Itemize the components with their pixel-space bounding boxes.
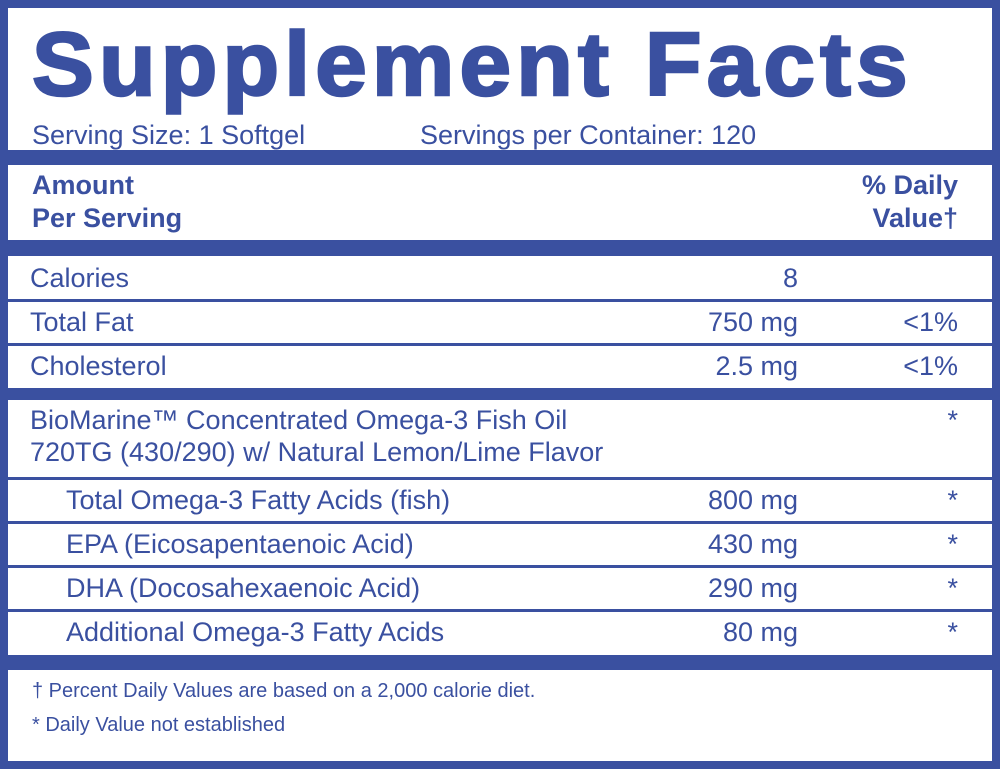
nutrient-row: Calories 8 (8, 258, 992, 299)
serving-size: Serving Size: 1 Softgel (32, 120, 306, 150)
nutrient-name: Total Fat (30, 307, 134, 337)
nutrient-amount: 8 (782, 263, 798, 293)
amount-header-line2: Per Serving (32, 203, 183, 233)
amount-header: Amount Per Serving (32, 169, 182, 235)
nutrient-daily-value: * (947, 485, 958, 515)
ingredient-dv: * (947, 405, 958, 435)
nutrient-daily-value: * (947, 529, 958, 559)
nutrient-row: Total Omega-3 Fatty Acids (fish) 800 mg … (8, 480, 992, 521)
servings-per-container: Servings per Container: 120 (420, 120, 757, 150)
nutrient-name: Additional Omega-3 Fatty Acids (66, 617, 445, 647)
nutrient-daily-value: <1% (903, 307, 958, 337)
nutrient-row: EPA (Eicosapentaenoic Acid) 430 mg * (8, 524, 992, 565)
dv-header-line1: % Daily (861, 170, 958, 200)
ingredient-name-line1: BioMarine™ Concentrated Omega-3 Fish Oil (30, 405, 568, 435)
dv-header-line2: Value† (872, 203, 958, 233)
nutrient-daily-value: <1% (903, 351, 958, 381)
row-divider (8, 343, 992, 346)
row-divider (8, 521, 992, 524)
row-divider (8, 477, 992, 480)
nutrient-row: Additional Omega-3 Fatty Acids 80 mg * (8, 612, 992, 653)
nutrient-daily-value: * (947, 573, 958, 603)
nutrient-name: Total Omega-3 Fatty Acids (fish) (66, 485, 451, 515)
nutrient-row: DHA (Docosahexaenoic Acid) 290 mg * (8, 568, 992, 609)
row-divider (8, 299, 992, 302)
divider-thick (8, 150, 992, 165)
nutrient-row: Total Fat 750 mg <1% (8, 302, 992, 343)
row-divider (8, 609, 992, 612)
ingredient-name-line2: 720TG (430/290) w/ Natural Lemon/Lime Fl… (30, 437, 604, 467)
nutrient-amount: 290 mg (707, 573, 798, 603)
nutrient-amount: 800 mg (707, 485, 798, 515)
nutrient-name: Cholesterol (30, 351, 167, 381)
nutrient-row: Cholesterol 2.5 mg <1% (8, 346, 992, 387)
divider-thick (8, 655, 992, 670)
nutrient-daily-value: * (947, 617, 958, 647)
nutrient-amount: 430 mg (707, 529, 798, 559)
label-title: Supplement Facts (31, 14, 913, 117)
footnote-daily-values: † Percent Daily Values are based on a 2,… (32, 680, 536, 702)
nutrient-name: DHA (Docosahexaenoic Acid) (66, 573, 421, 603)
nutrient-name: EPA (Eicosapentaenoic Acid) (66, 529, 414, 559)
nutrient-amount: 750 mg (707, 307, 798, 337)
amount-header-line1: Amount (32, 170, 134, 200)
daily-value-header: % Daily Value† (862, 169, 958, 235)
divider-thick (8, 388, 992, 400)
nutrient-name: Calories (30, 263, 130, 293)
divider-thick (8, 240, 992, 256)
row-divider (8, 565, 992, 568)
ingredient-row: BioMarine™ Concentrated Omega-3 Fish Oil… (8, 404, 992, 468)
nutrient-amount: 2.5 mg (715, 351, 798, 381)
footnote-not-established: * Daily Value not established (32, 714, 286, 736)
nutrient-amount: 80 mg (722, 617, 798, 647)
